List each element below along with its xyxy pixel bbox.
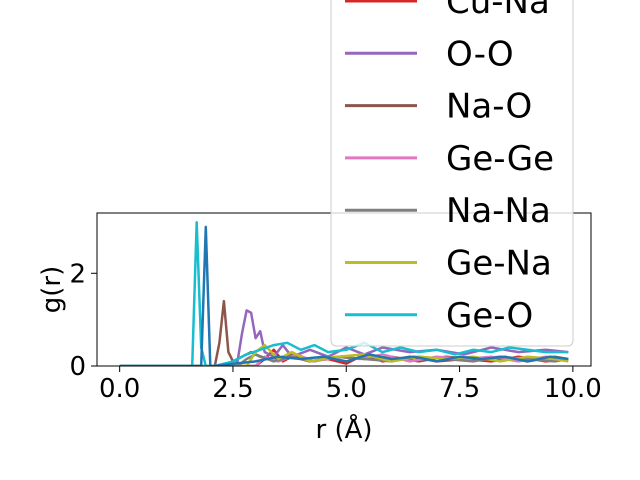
legend-label-na-o: Na-O bbox=[446, 87, 532, 127]
y-tick-label: 0 bbox=[69, 352, 86, 382]
legend-label-ge-o: Ge-O bbox=[446, 296, 533, 336]
y-tick-label: 2 bbox=[69, 259, 86, 289]
legend-label-ge-na: Ge-Na bbox=[446, 244, 552, 284]
x-tick-label: 10.0 bbox=[544, 374, 602, 404]
legend-label-na-na: Na-Na bbox=[446, 191, 551, 231]
legend-label-o-o: O-O bbox=[446, 34, 514, 74]
series-layer bbox=[119, 221, 569, 366]
x-axis-label: r (Å) bbox=[315, 413, 372, 445]
legend-box bbox=[330, 0, 574, 347]
y-axis-label: g(r) bbox=[37, 266, 67, 313]
x-tick-label: 2.5 bbox=[212, 374, 253, 404]
legend: Cu-Na O-O Na-O Ge-Ge Na-Na Ge-Na Ge-O bbox=[330, 0, 574, 347]
x-tick-label: 0.0 bbox=[99, 374, 140, 404]
series-line-o-o bbox=[119, 309, 569, 366]
series-line-unnamed-7 bbox=[119, 225, 569, 366]
series-line-ge-na bbox=[119, 343, 569, 366]
legend-label-cu-na: Cu-Na bbox=[446, 0, 550, 22]
x-tick-label: 5.0 bbox=[326, 374, 367, 404]
series-line-ge-o bbox=[119, 221, 569, 366]
x-axis: 0.0 2.5 5.0 7.5 10.0 bbox=[99, 366, 602, 404]
legend-label-ge-ge: Ge-Ge bbox=[446, 139, 554, 179]
y-axis: 02 bbox=[69, 259, 97, 382]
x-tick-label: 7.5 bbox=[439, 374, 480, 404]
